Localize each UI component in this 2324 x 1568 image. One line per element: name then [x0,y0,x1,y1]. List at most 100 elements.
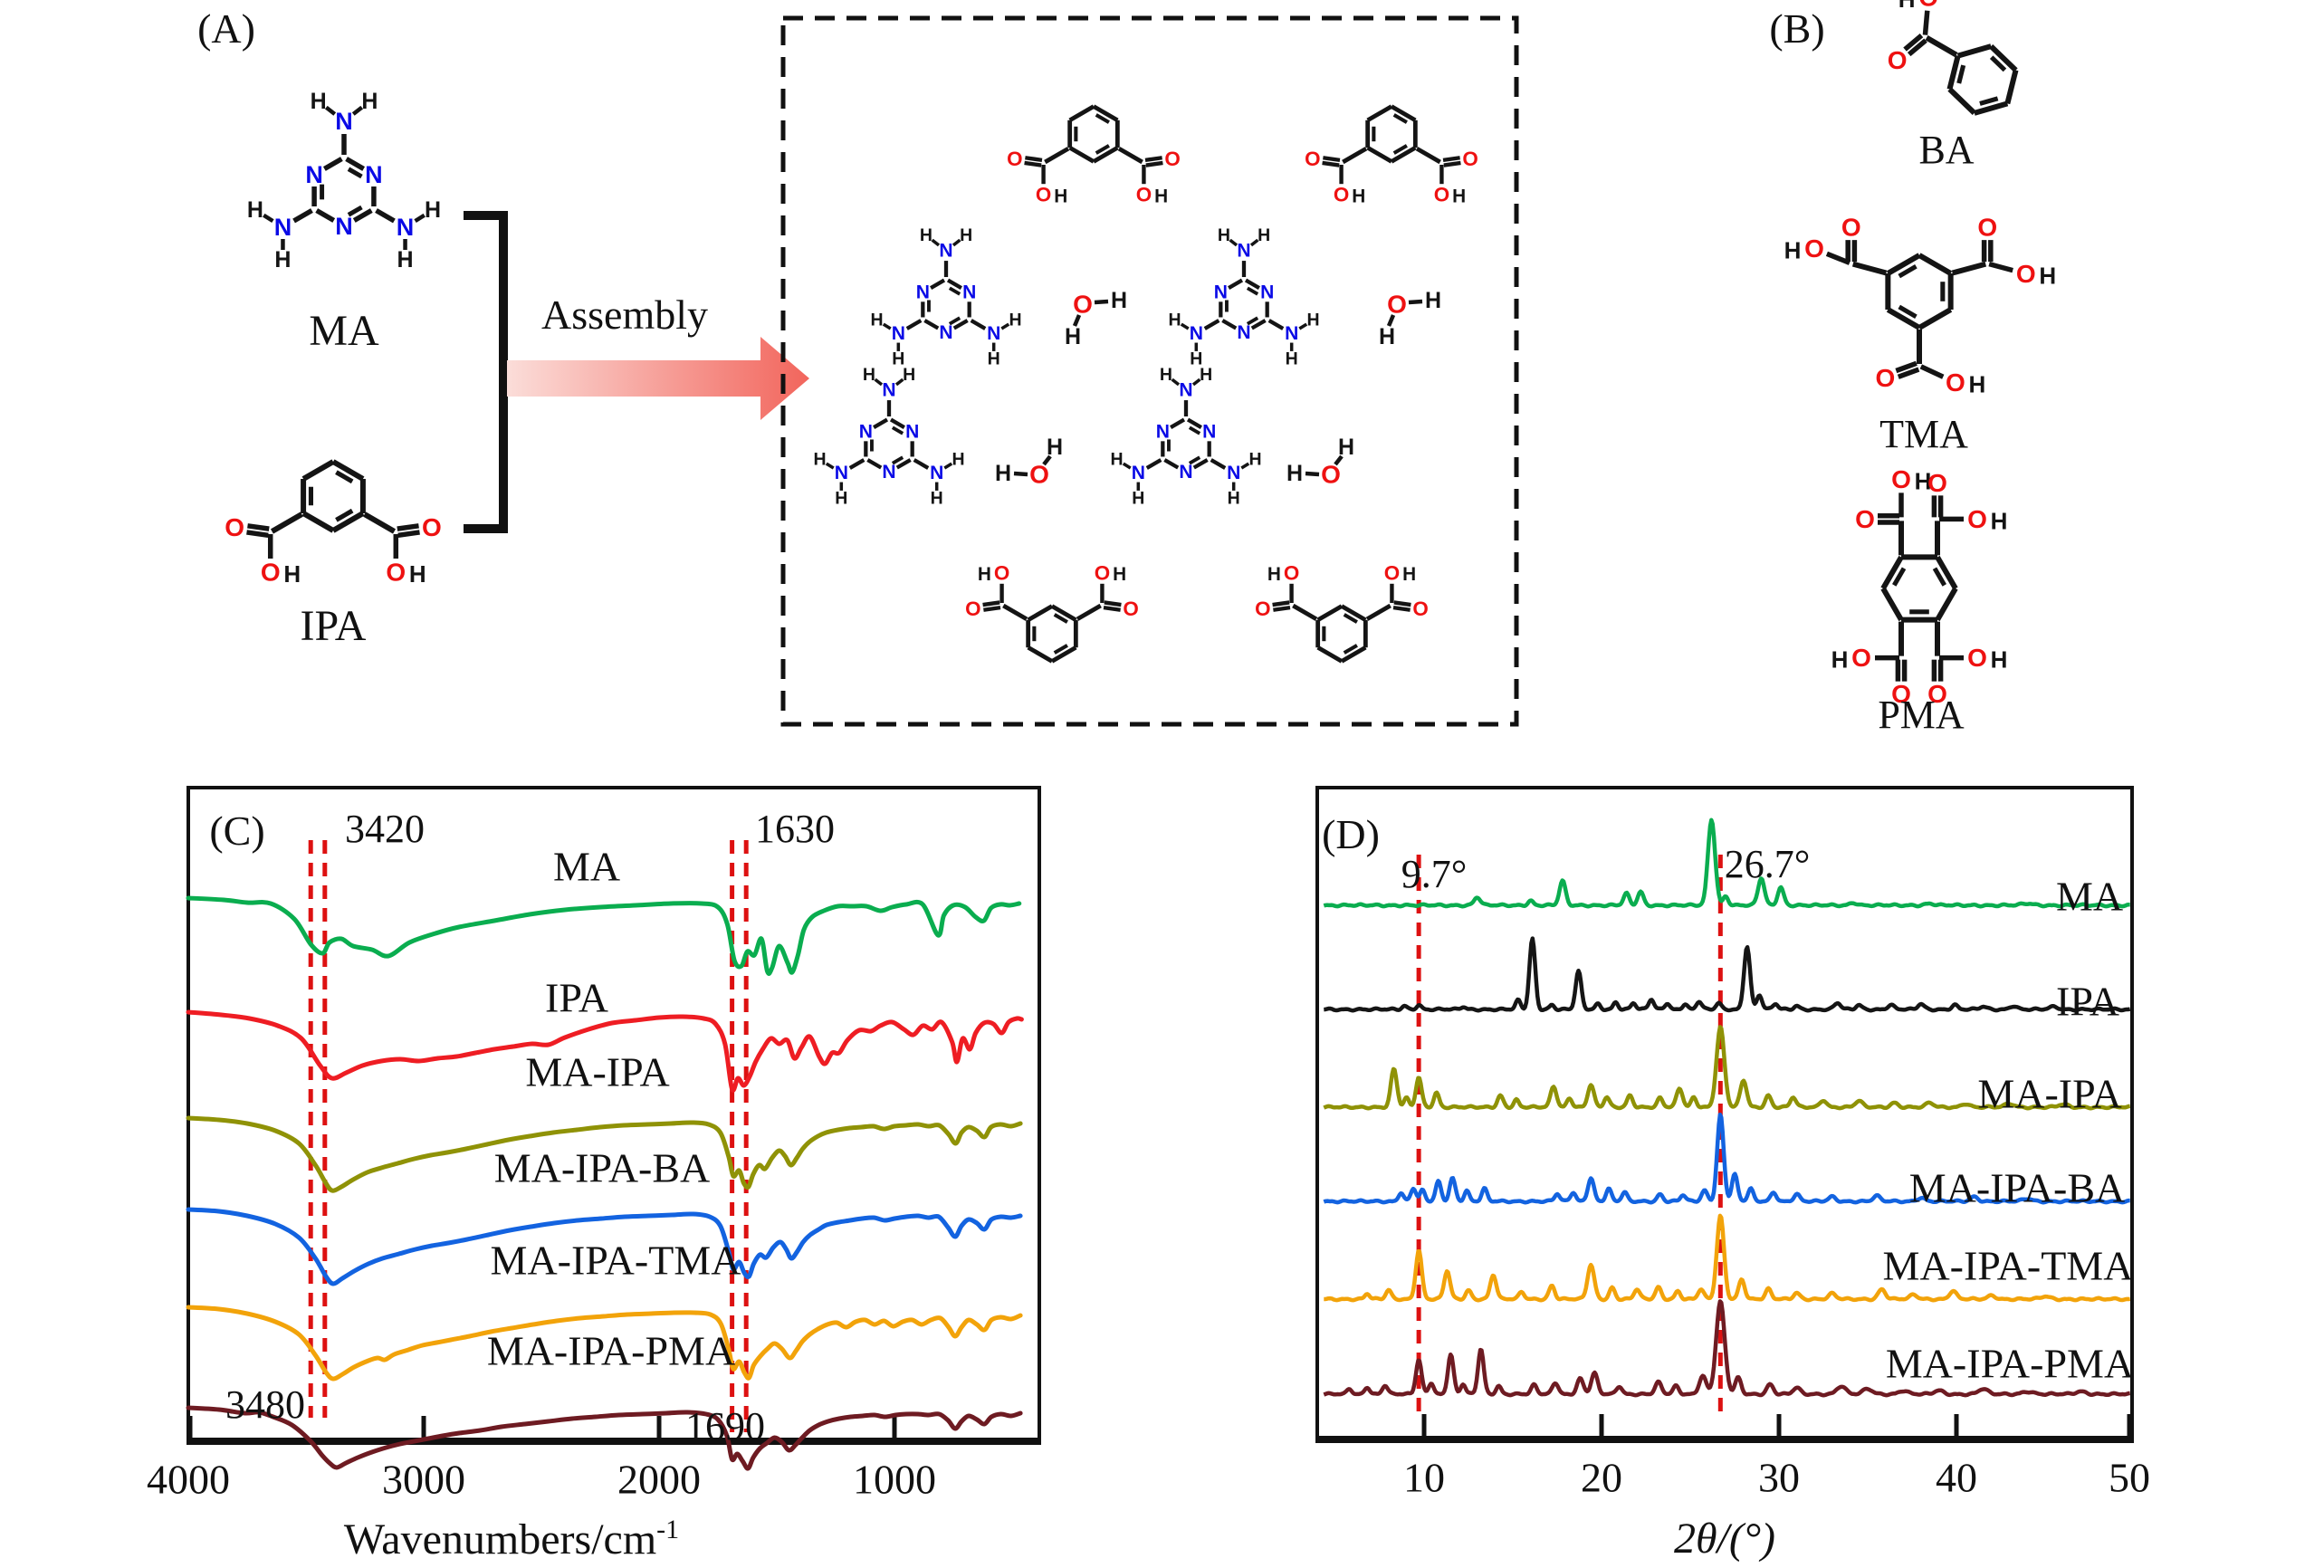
atom-h: H [409,560,426,588]
atom-o: O [422,513,442,541]
atom-h: H [931,489,943,509]
d-series-label-MA-IPA: MA-IPA [1977,1071,2121,1117]
atom-h: H [1111,288,1127,313]
atom-h: H [311,89,327,114]
assembly-arrow-label: Assembly [541,292,708,338]
ftir-curve-IPA [186,1009,1024,1093]
atom-n: N [939,241,952,262]
atom-h: H [1898,0,1916,13]
water-molecule-3: H HO [995,435,1063,489]
d-series-label-MA: MA [2056,874,2123,920]
water-molecule-1: H HO [1065,288,1127,349]
atom-n: N [1260,282,1274,303]
atom-h: H [835,489,847,509]
atom-h: H [247,197,263,223]
atom-o: O [1036,184,1051,206]
atom-n: N [916,282,930,303]
xrd-curve-IPA [1323,936,2131,1013]
atom-o: O [261,559,281,587]
atom-o: O [1967,644,1987,672]
atom-o: O [1321,461,1341,489]
panel-c-label: (C) [209,808,265,854]
tma-molecule-label: TMA [1879,412,1968,456]
atom-o: O [1977,214,1997,242]
atom-n: N [274,214,292,241]
ipa-molecule-label: IPA [300,602,367,650]
atom-h: H [1132,489,1144,509]
c-series-label-MA-IPA-BA: MA-IPA-BA [494,1145,711,1191]
assembly-box [780,15,1519,727]
atom-o: O [2016,260,2036,288]
atom-h: H [988,349,1000,369]
c-axis-tick-3000: 3000 [382,1457,465,1503]
atom-n: N [859,422,873,443]
ftir-curve-MA [186,895,1022,976]
d-series-label-MA-IPA-PMA: MA-IPA-PMA [1886,1341,2134,1387]
atom-h: H [863,365,875,385]
atom-h: H [1054,186,1067,206]
atom-o: O [965,598,980,620]
d-annotation-26-7: 26.7° [1724,842,1811,886]
xrd-curve-MA-IPA-PMA [1323,1299,2131,1398]
atom-h: H [995,461,1011,486]
atom-n: N [882,380,895,401]
atom-h: H [274,247,291,272]
atom-o: O [1007,148,1022,170]
atom-h: H [870,311,883,330]
atom-n: N [882,462,895,483]
atom-o: O [1918,0,1938,11]
atom-h: H [1154,186,1168,206]
atom-h: H [1425,288,1441,313]
atom-o: O [1164,148,1180,170]
xrd-curve-MA [1323,817,2131,909]
atom-o: O [1888,46,1908,74]
atom-h: H [952,450,964,470]
atom-o: O [994,561,1009,584]
atom-h: H [1009,311,1021,330]
xrd-curve-MA-IPA-TMA [1323,1213,2131,1303]
d-series-label-IPA: IPA [2056,979,2119,1025]
c-series-label-MA-IPA-TMA: MA-IPA-TMA [491,1238,741,1284]
c-series-label-MA-IPA: MA-IPA [525,1049,669,1095]
atom-o: O [1334,184,1349,206]
c-annotation-1630: 1630 [755,807,835,851]
atom-n: N [1227,463,1240,483]
ma-molecule-label: MA [309,307,379,355]
c-annotation-3480: 3480 [225,1382,305,1427]
atom-h: H [1047,435,1063,460]
xrd-curve-MA-IPA [1323,1025,2131,1111]
bracket [464,211,508,533]
atom-o: O [225,513,244,541]
atom-o: O [1804,234,1824,263]
atom-o: O [1841,214,1861,242]
atom-h: H [1831,646,1849,674]
atom-h: H [1402,564,1416,585]
atom-h: H [813,450,826,470]
assembled-ipa-1: OO HOO H [1007,104,1181,206]
atom-n: N [905,422,919,443]
atom-h: H [1991,646,2008,674]
atom-h: H [1228,489,1240,509]
atom-h: H [1113,564,1126,585]
atom-o: O [1029,461,1049,489]
atom-h: H [1915,467,1932,494]
atom-h: H [1352,186,1365,206]
water-molecule-2: H HO [1379,288,1441,349]
atom-o: O [1967,505,1987,533]
atom-o: O [386,559,406,587]
atom-h: H [960,225,972,245]
d-series-label-MA-IPA-TMA: MA-IPA-TMA [1883,1243,2134,1289]
c-series-label-MA: MA [553,844,620,890]
pma-molecule-label: PMA [1878,693,1965,737]
atom-n: N [1285,323,1298,344]
atom-n: N [335,213,353,240]
atom-o: O [1255,598,1270,620]
atom-n: N [930,463,943,483]
